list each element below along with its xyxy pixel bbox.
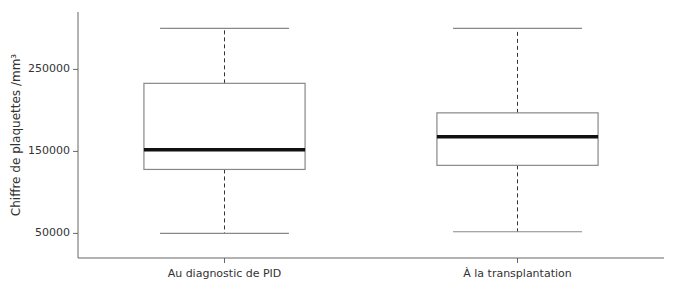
y-axis-line	[78, 12, 79, 258]
box-group	[437, 28, 598, 231]
x-axis-line	[78, 258, 664, 259]
x-tick	[224, 258, 225, 263]
x-tick-label: Au diagnostic de PID	[168, 267, 282, 280]
lower-cap	[160, 233, 289, 234]
chart: 50000 150000 250000 Chiffre de plaquettes /…	[0, 0, 678, 292]
y-tick-label: 50000	[35, 226, 70, 239]
lower-whisker	[224, 169, 225, 233]
upper-whisker	[517, 28, 518, 112]
median	[437, 135, 598, 139]
x-axis: Au diagnostic de PID À la transplantation	[78, 258, 664, 280]
y-tick-label: 150000	[28, 144, 70, 157]
x-tick	[517, 258, 518, 263]
y-tick	[73, 233, 78, 234]
lower-cap	[453, 231, 582, 232]
upper-cap	[160, 28, 289, 29]
y-tick	[73, 69, 78, 70]
upper-cap	[453, 28, 582, 29]
median	[144, 148, 305, 152]
box-group	[144, 28, 305, 233]
box	[144, 83, 305, 169]
x-tick-label: À la transplantation	[463, 267, 571, 280]
y-axis: 50000 150000 250000	[28, 12, 78, 258]
lower-whisker	[517, 165, 518, 231]
boxes	[144, 28, 598, 233]
upper-whisker	[224, 28, 225, 83]
chart-container: 50000 150000 250000 Chiffre de plaquettes /…	[0, 0, 678, 292]
y-tick	[73, 151, 78, 152]
y-tick-label: 250000	[28, 62, 70, 75]
box	[437, 113, 598, 165]
y-axis-label: Chiffre de plaquettes /mm³	[9, 54, 23, 216]
